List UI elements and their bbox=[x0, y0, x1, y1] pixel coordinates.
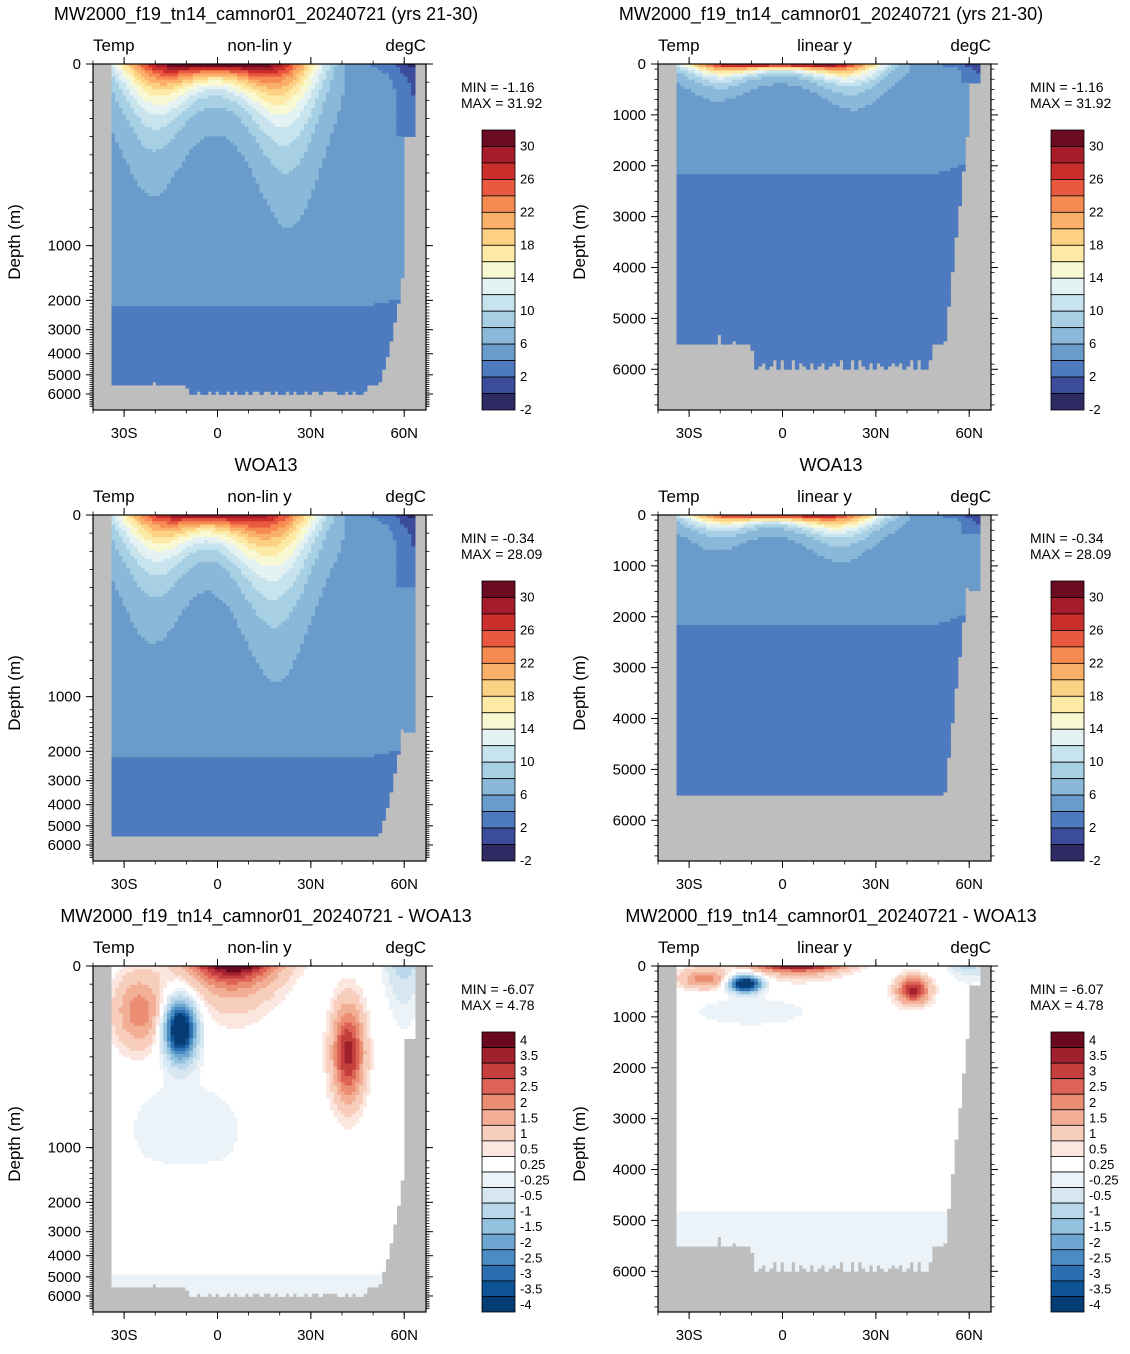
field-cell bbox=[134, 382, 138, 386]
variable-label: Temp bbox=[93, 36, 135, 55]
field-cell bbox=[149, 382, 153, 386]
field-cell bbox=[115, 382, 119, 386]
field-cell bbox=[119, 382, 123, 386]
units-label: degC bbox=[385, 36, 426, 55]
field-cell bbox=[156, 382, 160, 386]
field-cell bbox=[126, 382, 130, 386]
field-cell bbox=[112, 382, 116, 386]
field-cell bbox=[152, 379, 156, 383]
field-cell bbox=[141, 382, 145, 386]
field-cell bbox=[145, 382, 149, 386]
scale-label: non-lin y bbox=[227, 36, 292, 55]
panel-title: MW2000_f19_tn14_camnor01_20240721 (yrs 2… bbox=[54, 4, 478, 25]
field-cell bbox=[137, 382, 141, 386]
field-cell bbox=[123, 382, 127, 386]
field-cell bbox=[130, 382, 134, 386]
chart-panel-1: MW2000_f19_tn14_camnor01_20240721 (yrs 2… bbox=[5, 4, 543, 442]
